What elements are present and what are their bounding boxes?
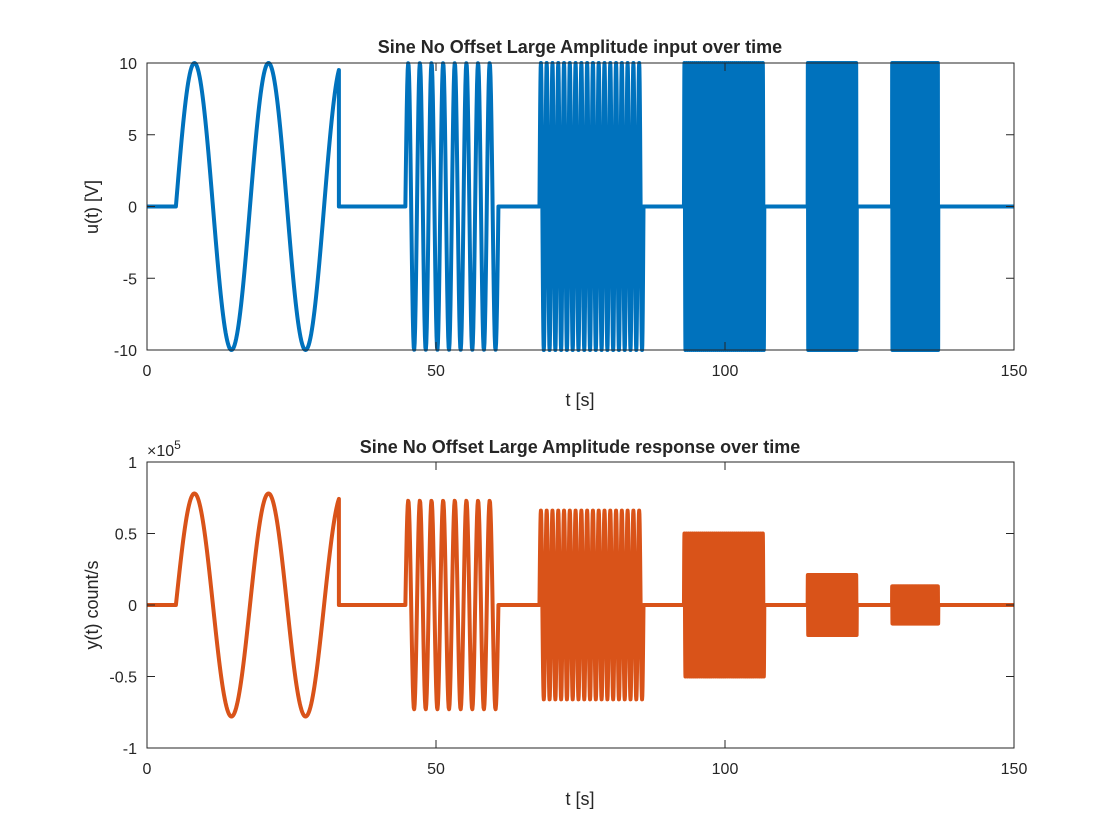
x-axis-label-input: t [s]	[565, 390, 594, 410]
y-tick-label: -1	[123, 741, 137, 758]
y-ticks-response: -1 -0.5 0 0.5 1	[109, 455, 1014, 758]
y-tick-label: 5	[128, 128, 137, 145]
x-tick-label: 50	[427, 363, 445, 380]
y-tick-label: 0	[128, 598, 137, 615]
signal-series-line	[147, 491, 1014, 719]
x-tick-label: 50	[427, 761, 445, 778]
y-exponent-power: 5	[174, 438, 181, 452]
y-tick-label: 10	[119, 56, 137, 73]
x-tick-label: 100	[712, 761, 739, 778]
subplot-response: Sine No Offset Large Amplitude response …	[82, 437, 1027, 809]
plot-area-input	[147, 61, 1014, 352]
y-tick-label: -0.5	[109, 670, 137, 687]
plot-area-response	[147, 491, 1014, 719]
y-exponent-base: ×10	[147, 443, 174, 460]
y-axis-label-response: y(t) count/s	[82, 560, 102, 649]
y-axis-label-input: u(t) [V]	[82, 180, 102, 234]
x-ticks-response: 0 50 100 150	[143, 462, 1028, 778]
y-tick-label: -5	[123, 271, 137, 288]
x-tick-label: 100	[712, 363, 739, 380]
x-tick-label: 0	[143, 761, 152, 778]
y-tick-label: 0.5	[115, 527, 137, 544]
subplot-input: Sine No Offset Large Amplitude input ove…	[82, 37, 1027, 410]
y-tick-label: 1	[128, 455, 137, 472]
x-tick-label: 150	[1001, 761, 1028, 778]
signal-series-line	[147, 61, 1014, 352]
x-tick-label: 150	[1001, 363, 1028, 380]
y-exponent-label: ×105	[147, 438, 181, 460]
x-axis-label-response: t [s]	[565, 789, 594, 809]
x-ticks-input: 0 50 100 150	[143, 63, 1028, 380]
chart-title-input: Sine No Offset Large Amplitude input ove…	[378, 37, 782, 57]
y-tick-label: 0	[128, 200, 137, 217]
chart-title-response: Sine No Offset Large Amplitude response …	[360, 437, 800, 457]
y-tick-label: -10	[114, 343, 137, 360]
x-tick-label: 0	[143, 363, 152, 380]
y-ticks-input: -10 -5 0 5 10	[114, 56, 1014, 360]
